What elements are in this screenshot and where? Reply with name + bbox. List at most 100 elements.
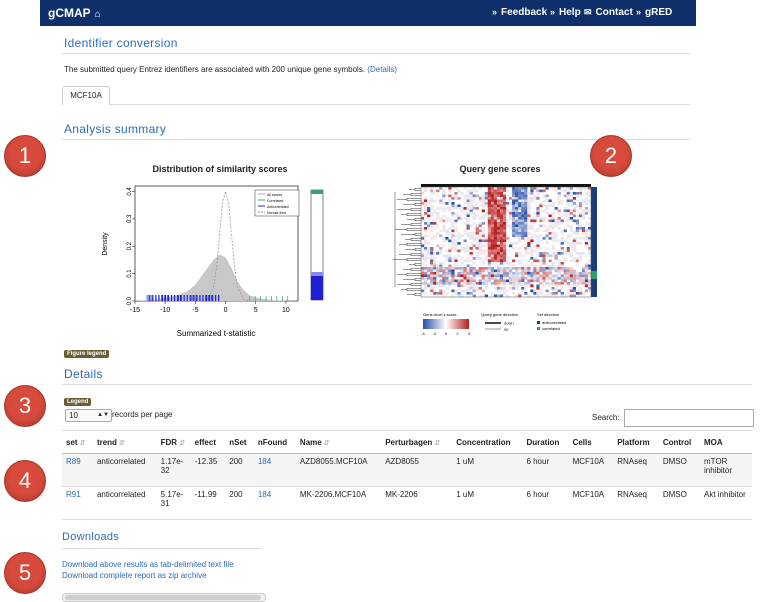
col-moa[interactable]: MOA xyxy=(700,430,752,454)
heatmap-cell xyxy=(578,227,583,230)
heatmap-cell xyxy=(545,247,549,250)
heatmap-cell xyxy=(512,277,516,280)
heatmap-cell xyxy=(551,204,555,208)
heatmap-cell xyxy=(572,259,577,263)
heatmap-cell xyxy=(575,239,580,243)
heatmap-cell xyxy=(587,284,592,288)
heatmap-cell xyxy=(575,259,580,263)
heatmap-cell xyxy=(524,229,528,233)
heatmap-cell xyxy=(499,199,504,203)
heatmap-cell xyxy=(502,207,507,210)
heatmap-cell xyxy=(521,287,525,290)
tab-mcf10a[interactable]: MCF10A xyxy=(62,86,110,105)
heatmap-cell xyxy=(566,209,570,213)
heatmap-cell xyxy=(527,272,531,275)
col-concentration[interactable]: Concentration xyxy=(452,430,523,454)
col-perturbagen[interactable]: Perturbagen ⇵ xyxy=(381,430,453,454)
heatmap-cell xyxy=(430,207,434,210)
figure-legend-button[interactable]: Figure legend xyxy=(64,350,110,358)
heatmap-cell xyxy=(475,254,479,258)
heatmap-cell xyxy=(490,234,495,238)
search-input[interactable] xyxy=(624,409,754,427)
page-size-select[interactable]: 10 ▲▼ xyxy=(65,409,112,422)
details-link[interactable]: (Details) xyxy=(367,65,398,74)
heatmap-cell xyxy=(524,189,528,193)
nav-help[interactable]: » Help xyxy=(550,7,581,18)
heatmap-cell xyxy=(530,189,534,193)
nav-gred[interactable]: » gRED xyxy=(636,7,673,18)
col-nset[interactable]: nSet xyxy=(225,430,254,454)
heatmap-cell xyxy=(509,212,513,215)
col-nfound[interactable]: nFound xyxy=(253,430,296,454)
heatmap-cell xyxy=(496,204,501,208)
heatmap-cell xyxy=(481,234,485,238)
heatmap-cell xyxy=(581,209,586,213)
horizontal-scrollbar[interactable] xyxy=(62,593,266,602)
heatmap-cell xyxy=(545,264,549,268)
heatmap-cell xyxy=(472,244,476,248)
heatmap-cell xyxy=(499,207,504,210)
heatmap-cell xyxy=(502,277,507,280)
heatmap-cell xyxy=(518,194,522,198)
col-name[interactable]: Name ⇵ xyxy=(295,430,382,454)
heatmap-cell xyxy=(578,272,583,275)
heatmap-cell xyxy=(490,252,495,255)
heatmap-chart-title: Query gene scores xyxy=(459,164,541,174)
heatmap-cell xyxy=(502,234,507,238)
heatmap-cell xyxy=(466,232,470,235)
brand-logo[interactable]: gCMAP ⌂ xyxy=(48,6,101,20)
set-link[interactable]: R91 xyxy=(66,490,81,499)
col-fdr[interactable]: FDR ⇵ xyxy=(156,430,191,454)
heatmap-cell xyxy=(557,282,561,285)
heatmap-cell xyxy=(536,209,540,213)
set-link[interactable]: R89 xyxy=(66,457,81,466)
heatmap-cell xyxy=(563,279,567,283)
nav-contact[interactable]: ✉ Contact xyxy=(584,7,633,18)
heatmap-cell xyxy=(466,259,470,263)
heatmap-cell xyxy=(487,224,492,228)
heatmap-cell xyxy=(554,257,558,260)
heatmap-cell xyxy=(515,202,519,205)
heatmap-cell xyxy=(439,292,443,295)
col-cells[interactable]: Cells xyxy=(568,430,614,454)
heatmap-cell xyxy=(551,244,555,248)
heatmap-cell xyxy=(578,252,583,255)
heatmap-cell xyxy=(490,242,495,245)
heatmap-cell xyxy=(506,204,510,208)
heatmap-cell xyxy=(487,219,492,223)
nfound-link[interactable]: 184 xyxy=(257,457,272,466)
heatmap-cell xyxy=(569,229,573,233)
heatmap-cell xyxy=(575,194,580,198)
download-tsv-link[interactable]: Download above results as tab-delimited … xyxy=(62,560,234,569)
heatmap-cell xyxy=(499,189,504,193)
heatmap-cell xyxy=(536,214,540,218)
col-trend[interactable]: trend ⇵ xyxy=(92,430,157,454)
col-duration[interactable]: Duration xyxy=(522,430,569,454)
col-set[interactable]: set ⇵ xyxy=(62,430,93,454)
heatmap-cell xyxy=(575,274,580,278)
heatmap-cell xyxy=(521,204,525,208)
heatmap-cell xyxy=(490,222,495,225)
heatmap-cell xyxy=(496,234,501,238)
heatmap-cell xyxy=(451,204,455,208)
heatmap-cell xyxy=(502,272,507,275)
heatmap-cell xyxy=(478,222,482,225)
col-effect[interactable]: effect xyxy=(190,430,226,454)
heatmap-cell xyxy=(427,222,431,225)
nfound-link[interactable]: 184 xyxy=(257,490,272,499)
heatmap-cell xyxy=(433,282,437,285)
scrollbar-thumb[interactable] xyxy=(65,595,261,600)
heatmap-cell xyxy=(484,244,488,248)
download-zip-link[interactable]: Download complete report as zip archive xyxy=(62,571,207,580)
heatmap-cell xyxy=(569,274,573,278)
heatmap-cell xyxy=(433,237,437,240)
col-platform[interactable]: Platform xyxy=(613,430,659,454)
heatmap-cell xyxy=(421,254,425,258)
heatmap-cell xyxy=(502,189,507,193)
legend-button[interactable]: Legend xyxy=(64,398,92,406)
heatmap-cell xyxy=(499,254,504,258)
col-control[interactable]: Control xyxy=(658,430,700,454)
heatmap-cell xyxy=(581,269,586,273)
heatmap-cell xyxy=(578,212,583,215)
nav-feedback[interactable]: » Feedback xyxy=(492,7,548,18)
